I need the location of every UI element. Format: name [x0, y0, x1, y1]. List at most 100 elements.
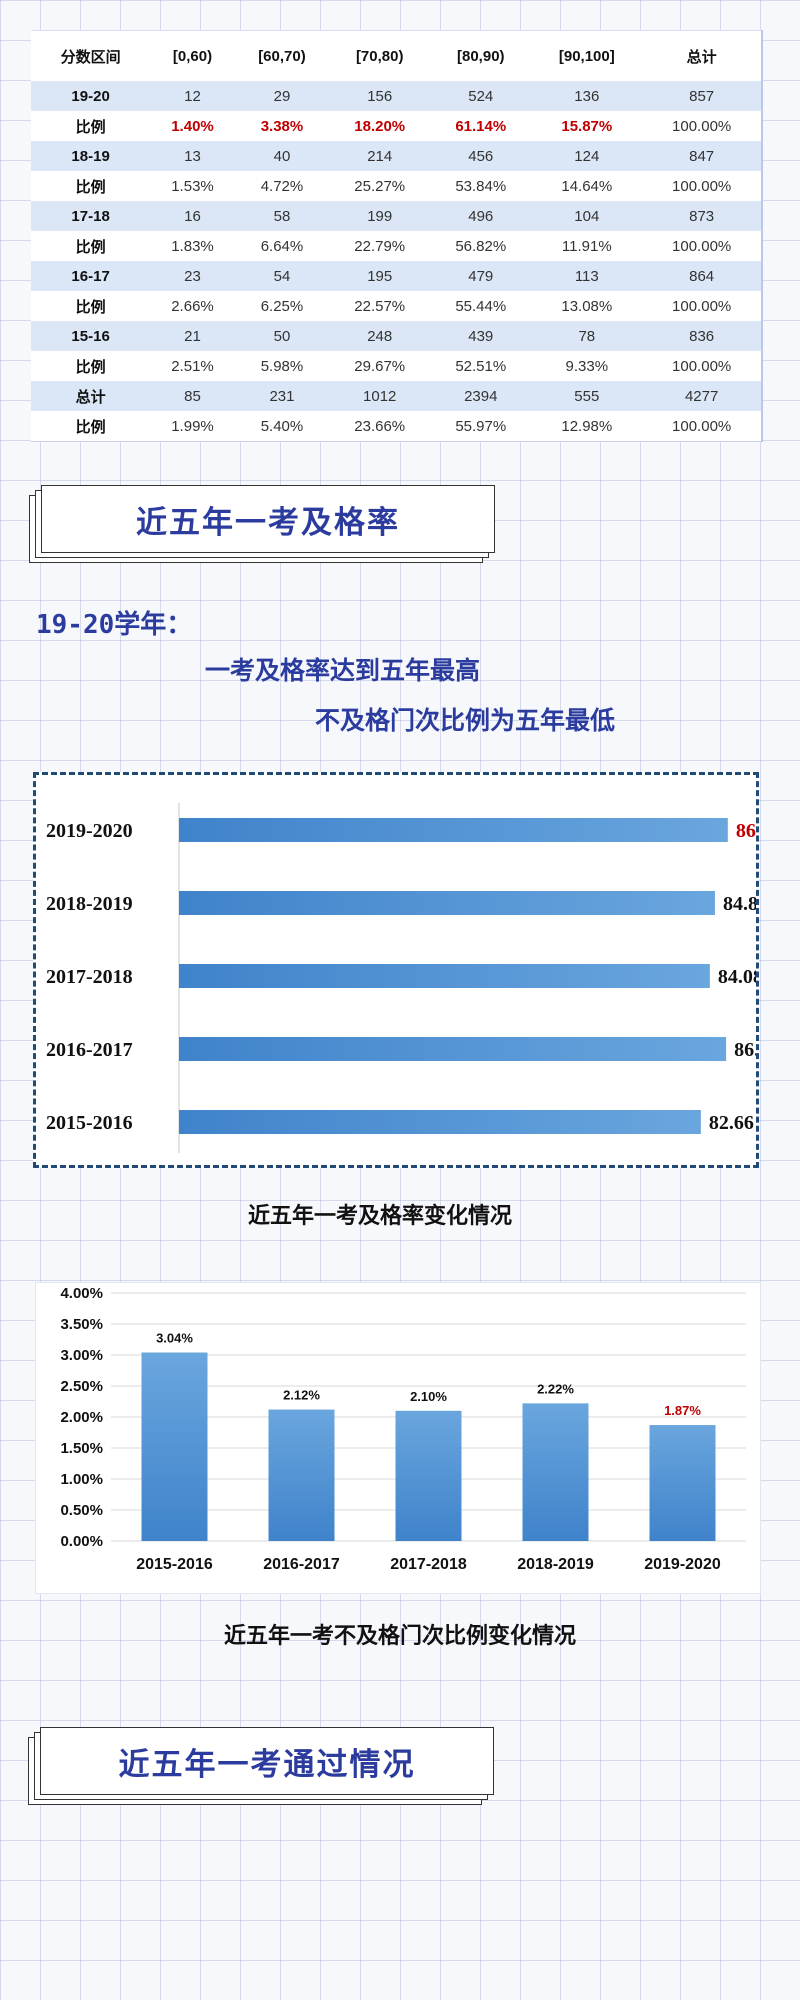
bar: [395, 1410, 462, 1541]
data-label: 84.08%: [718, 966, 756, 988]
table-cell: 55.44%: [455, 297, 507, 315]
table-cell: 100.00%: [642, 411, 762, 442]
y-tick-label: 1.50%: [60, 1440, 103, 1457]
highlight-line-1: 一考及格率达到五年最高: [205, 656, 481, 685]
bar: [141, 1352, 208, 1541]
data-label: 1.87%: [664, 1403, 701, 1418]
header-cell: 分数区间: [31, 30, 151, 81]
table-cell: 12.98%: [531, 411, 643, 442]
header-cell: [0,60): [150, 30, 235, 81]
x-tick-label: 2015-2016: [136, 1556, 213, 1573]
row-label-cell: 比例: [31, 411, 151, 442]
table-body: 19-20 12 29 156 524 136 857 比例 1.40% 3.38% 18.20% 6…: [31, 81, 762, 442]
table-cell: 23: [184, 267, 201, 285]
fail-ratio-chart-frame: 4.00% 3.50% 3.00% 2.50% 2.00% 1.50% 1.00% 0.50%…: [35, 1282, 761, 1594]
row-label-cell: 比例: [75, 238, 106, 256]
table-cell: 1.40%: [171, 117, 214, 135]
table-cell: 29: [273, 87, 291, 105]
table-cell: 100.00%: [672, 117, 732, 135]
section-title: 近五年一考及格率: [41, 485, 495, 553]
section-banner-pass-status: 近五年一考通过情况: [28, 1727, 498, 1805]
data-label: 84.89%: [723, 893, 756, 915]
table-cell: 54: [273, 267, 291, 285]
table-cell: 555: [574, 387, 600, 405]
x-tick-label: 2019-2020: [644, 1556, 721, 1573]
table-cell: 3.38%: [260, 117, 304, 135]
table-cell: 13: [184, 147, 201, 165]
table-cell: 100.00%: [672, 237, 732, 255]
header-cell: [90,100]: [531, 30, 643, 81]
highlight-line-2: 不及格门次比例为五年最低: [315, 706, 616, 735]
bar: [649, 1425, 716, 1541]
table-row: 比例 1.99% 5.40% 23.66% 55.97% 12.98% 100.00%: [31, 411, 762, 442]
table-cell: 524: [468, 87, 494, 105]
table-cell: 29.67%: [354, 357, 406, 375]
table-cell: 58: [273, 207, 291, 225]
table-cell: 439: [468, 327, 494, 345]
bar: [179, 891, 715, 915]
table-cell: 15.87%: [561, 117, 613, 135]
table-cell: 847: [689, 147, 715, 165]
y-tick-label: 0.00%: [60, 1533, 103, 1550]
table-cell: 52.51%: [455, 357, 507, 375]
table-cell: 12: [184, 87, 201, 105]
x-tick-label: 2018-2019: [517, 1556, 594, 1573]
data-label: 2.10%: [410, 1389, 447, 1404]
bar: [268, 1409, 335, 1541]
table-cell: 25.27%: [354, 177, 406, 195]
table-cell: 456: [468, 147, 494, 165]
data-label: 82.66%: [709, 1112, 756, 1134]
table-cell: 6.25%: [260, 297, 304, 315]
bar: [179, 1110, 701, 1134]
table-cell: 124: [574, 147, 600, 165]
row-label-cell: 比例: [75, 178, 106, 196]
table-cell: 21: [184, 327, 201, 345]
fail-ratio-chart-caption: 近五年一考不及格门次比例变化情况: [223, 1624, 576, 1649]
bar: [179, 964, 710, 988]
header-cell: [60,70): [234, 30, 330, 81]
pass-rate-chart-caption: 近五年一考及格率变化情况: [247, 1204, 512, 1229]
table-cell: 22.79%: [354, 237, 406, 255]
row-label-cell: 比例: [75, 118, 106, 136]
header-cell: 总计: [642, 30, 762, 81]
category-label: 2019-2020: [46, 820, 133, 842]
table-row: 比例 2.51% 5.98% 29.67% 52.51% 9.33% 100.00%: [31, 351, 762, 381]
table-cell: 2.51%: [171, 357, 214, 375]
section-banner-pass-rate: 近五年一考及格率: [29, 485, 499, 563]
bar: [522, 1403, 589, 1541]
table-cell: 22.57%: [354, 297, 406, 315]
table-cell: 873: [689, 207, 715, 225]
category-label: 2018-2019: [46, 893, 133, 915]
table-cell: 836: [689, 327, 715, 345]
table-cell: 2394: [464, 387, 498, 405]
header-cell: [70,80): [329, 30, 431, 81]
fail-ratio-bar-chart: 4.00% 3.50% 3.00% 2.50% 2.00% 1.50% 1.00% 0.50%…: [60, 1285, 746, 1573]
year-label: 19-20学年：: [36, 610, 193, 640]
table-cell: 100.00%: [672, 357, 732, 375]
table-cell: 2.66%: [171, 297, 214, 315]
y-tick-label: 0.50%: [60, 1502, 103, 1519]
table-cell: 479: [468, 267, 494, 285]
category-label: 2015-2016: [46, 1112, 133, 1134]
table-row: 比例 1.40% 3.38% 18.20% 61.14% 15.87% 100.00%: [31, 111, 762, 141]
table-row: 比例 2.66% 6.25% 22.57% 55.44% 13.08% 100.00%: [31, 291, 762, 321]
bar: [179, 818, 728, 842]
table-cell: 78: [578, 327, 596, 345]
table-cell: 53.84%: [455, 177, 507, 195]
section-title: 近五年一考通过情况: [40, 1727, 494, 1795]
table-cell: 16: [184, 207, 201, 225]
table-cell: 4.72%: [260, 177, 304, 195]
category-label: 2016-2017: [46, 1039, 133, 1061]
table-header-row: 分数区间 [0,60) [60,70) [70,80) [80,90) [90,…: [31, 30, 762, 81]
table-row: 总计 85 231 1012 2394 555 4277: [31, 381, 762, 411]
data-label: 86.93%: [736, 820, 756, 842]
table-cell: 55.97%: [430, 411, 532, 442]
y-tick-label: 2.50%: [60, 1378, 103, 1395]
table-row: 18-19 13 40 214 456 124 847: [31, 141, 762, 171]
x-tick-label: 2016-2017: [263, 1556, 340, 1573]
table-cell: 195: [367, 267, 393, 285]
table-cell: 1.83%: [171, 237, 214, 255]
score-distribution-table: 分数区间 [0,60) [60,70) [70,80) [80,90) [90,…: [31, 30, 763, 442]
table-row: 比例 1.53% 4.72% 25.27% 53.84% 14.64% 100.00%: [31, 171, 762, 201]
table-row: 17-18 16 58 199 496 104 873: [31, 201, 762, 231]
